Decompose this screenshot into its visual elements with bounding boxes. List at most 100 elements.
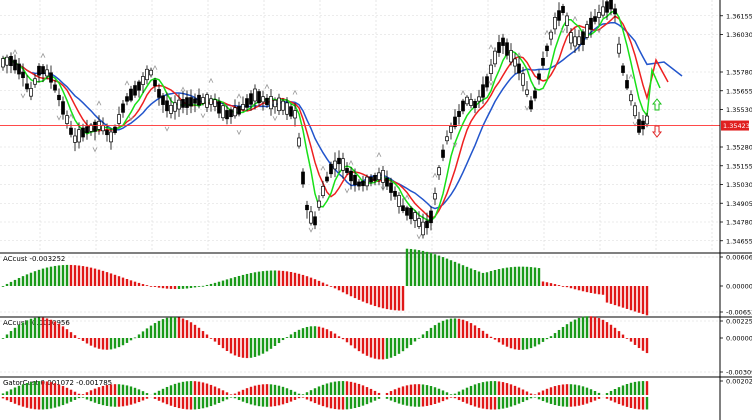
bear-candle xyxy=(593,16,597,22)
histogram-bar xyxy=(433,387,437,395)
histogram-bar xyxy=(253,338,257,357)
histogram-bar xyxy=(429,386,433,395)
histogram-bar xyxy=(421,334,425,338)
histogram-bar xyxy=(237,391,241,395)
histogram-bar xyxy=(245,273,249,286)
histogram-bar xyxy=(205,397,209,408)
bear-candle xyxy=(125,96,129,102)
histogram-bar xyxy=(533,394,537,395)
histogram-bar xyxy=(5,391,9,395)
histogram-bar xyxy=(197,327,201,338)
histogram-bar xyxy=(445,392,449,395)
histogram-bar xyxy=(589,316,593,338)
histogram-bar xyxy=(501,382,505,395)
histogram-bar xyxy=(321,384,325,395)
bull-candle xyxy=(585,24,589,38)
histogram-bar xyxy=(201,397,205,409)
histogram-bar xyxy=(93,397,97,403)
histogram-bar xyxy=(81,266,85,286)
histogram-bar xyxy=(349,338,353,346)
bull-candle xyxy=(553,16,557,30)
histogram-bar xyxy=(237,397,241,401)
histogram-bar xyxy=(349,381,353,395)
histogram-bar xyxy=(473,270,477,286)
bear-candle xyxy=(193,98,197,104)
fractal-up-marker xyxy=(264,83,270,89)
fractal-up-marker xyxy=(12,49,18,55)
histogram-bar xyxy=(401,286,405,311)
bull-candle xyxy=(573,36,577,47)
histogram-bar xyxy=(77,393,81,395)
histogram-bar xyxy=(561,397,565,407)
histogram-bar xyxy=(149,325,153,338)
histogram-bar xyxy=(197,397,201,410)
bull-candle xyxy=(577,36,581,45)
histogram-bar xyxy=(645,286,649,316)
histogram-bar xyxy=(521,266,525,286)
histogram-bar xyxy=(325,329,329,338)
price-axis-label: 1.35030 xyxy=(726,181,752,189)
bear-candle xyxy=(21,71,25,79)
green-moving-average xyxy=(2,9,661,222)
histogram-bar xyxy=(177,286,181,289)
bull-candle xyxy=(413,212,417,221)
price-axis-label: 1.35655 xyxy=(726,87,752,95)
histogram-bar xyxy=(481,382,485,395)
histogram-bar xyxy=(165,317,169,338)
bear-candle xyxy=(353,174,357,186)
histogram-bar xyxy=(489,271,493,286)
histogram-bar xyxy=(361,338,365,354)
bear-candle xyxy=(485,76,489,88)
histogram-bar xyxy=(545,338,549,340)
histogram-bar xyxy=(229,397,233,398)
histogram-bar xyxy=(597,392,601,395)
histogram-bar xyxy=(45,318,49,338)
fractal-down-marker xyxy=(200,113,206,119)
histogram-bar xyxy=(205,383,209,395)
bull-candle xyxy=(233,107,237,117)
histogram-bar xyxy=(9,389,13,395)
bull-candle xyxy=(149,69,153,76)
histogram-bar xyxy=(409,338,413,345)
fractal-up-marker xyxy=(376,151,382,158)
histogram-bar xyxy=(217,397,221,403)
histogram-bar xyxy=(581,286,585,292)
histogram-bar xyxy=(365,387,369,395)
bear-candle xyxy=(425,220,429,229)
histogram-bar xyxy=(37,381,41,395)
histogram-bar xyxy=(509,384,513,395)
histogram-bar xyxy=(169,317,173,338)
histogram-bar xyxy=(357,397,361,407)
histogram-bar xyxy=(185,381,189,395)
histogram-bar xyxy=(33,381,37,395)
histogram-bar xyxy=(33,271,37,286)
fractal-up-marker xyxy=(320,165,326,171)
histogram-bar xyxy=(133,397,137,404)
fractal-up-marker xyxy=(68,113,74,119)
histogram-bar xyxy=(209,283,213,286)
histogram-bar xyxy=(125,385,129,395)
histogram-bar xyxy=(465,387,469,395)
histogram-bar xyxy=(625,286,629,309)
histogram-bar xyxy=(173,286,177,290)
bear-candle xyxy=(369,176,373,183)
histogram-bar xyxy=(193,397,197,410)
bull-candle xyxy=(273,99,277,108)
histogram-bar xyxy=(469,323,473,338)
histogram-bar xyxy=(65,397,69,404)
histogram-bar xyxy=(261,384,265,395)
histogram-bar xyxy=(457,391,461,395)
indicator-title: GatorCust 0.001072 -0.001785 xyxy=(3,379,112,387)
histogram-bar xyxy=(177,317,181,338)
bull-candle xyxy=(617,43,621,54)
histogram-bar xyxy=(389,391,393,395)
bull-candle xyxy=(297,137,301,147)
histogram-bar xyxy=(101,397,105,406)
histogram-bar xyxy=(429,397,433,406)
histogram-bar xyxy=(581,397,585,405)
histogram-bar xyxy=(185,397,189,410)
histogram-bar xyxy=(329,331,333,338)
histogram-bar xyxy=(353,397,357,409)
histogram-bar xyxy=(229,338,233,354)
